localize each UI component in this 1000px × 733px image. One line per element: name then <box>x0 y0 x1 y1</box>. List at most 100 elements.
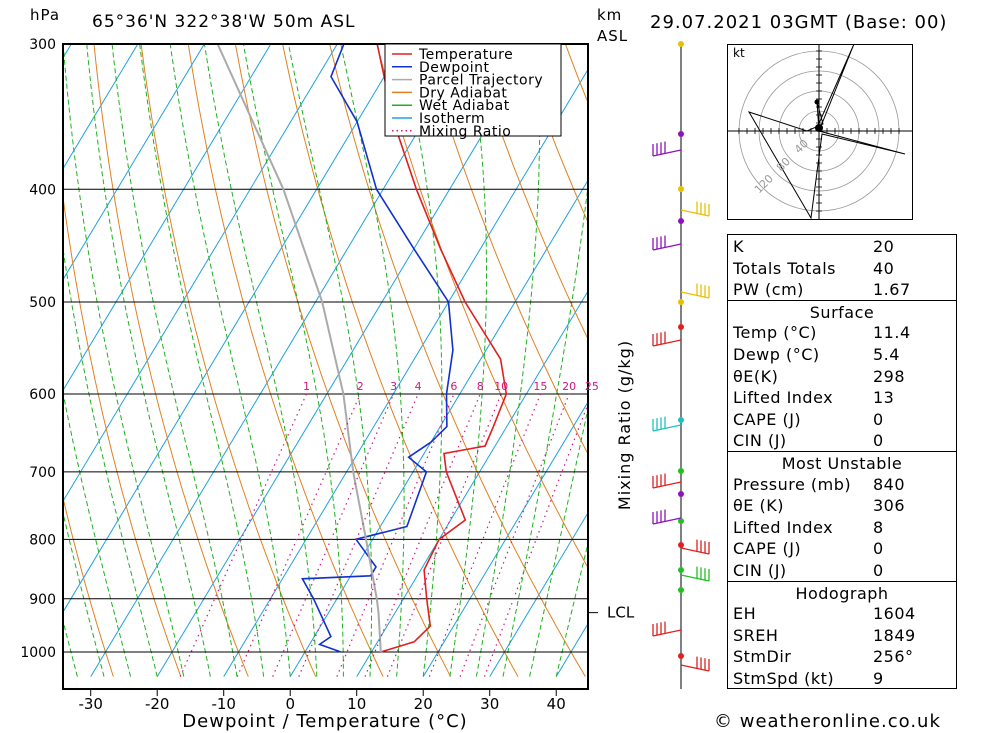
pressure-tick-label: 500 <box>29 295 56 311</box>
pressure-tick-label: 900 <box>29 592 56 608</box>
dry-adiabat-line <box>63 496 114 677</box>
wind-barb <box>680 291 710 299</box>
surface-indices: Temp (°C) 11.4 Dewp (°C) 5.4 θE(K) 298 Lifted … <box>728 321 956 451</box>
index-value: 840 <box>873 474 906 494</box>
isotherm-line <box>289 179 588 677</box>
index-label: CIN (J) <box>733 560 787 580</box>
index-value: 306 <box>873 496 906 516</box>
wind-barb <box>652 629 682 637</box>
index-label: K <box>733 237 744 256</box>
legend-entry: Dry Adiabat <box>419 85 507 101</box>
wet-adiabat-line <box>340 44 405 677</box>
wind-barb <box>652 481 682 489</box>
index-label: Totals Totals <box>733 258 836 278</box>
mixing-ratio-label: 8 <box>477 380 484 393</box>
mixing-ratio-line <box>272 393 395 677</box>
index-label: EH <box>733 604 757 624</box>
index-value: 298 <box>873 366 906 386</box>
dry-adiabat-line <box>63 193 182 677</box>
wet-adiabat-line <box>0 27 51 677</box>
x-tick-label: -30 <box>78 695 103 713</box>
index-label: CAPE (J) <box>733 409 802 429</box>
pressure-unit-label: hPa <box>30 6 61 24</box>
wet-adiabat-line <box>63 245 158 677</box>
mixing-ratio-axis-title: Mixing Ratio (g/kg) <box>615 340 634 510</box>
index-label: Lifted Index <box>733 517 834 537</box>
wind-barb <box>680 574 710 582</box>
index-value: 1.67 <box>873 280 911 300</box>
isotherm-line <box>223 68 588 677</box>
mixing-ratio-label: 15 <box>533 380 547 393</box>
index-value: 0 <box>873 560 884 580</box>
index-row: EH 1604 <box>728 602 956 624</box>
index-label: Temp (°C) <box>733 323 817 343</box>
index-label: StmSpd (kt) <box>733 668 835 688</box>
x-tick-label: 10 <box>347 695 366 713</box>
wet-adiabat-line <box>111 44 238 677</box>
temperature-curve <box>376 44 508 653</box>
wet-adiabat-line <box>502 182 588 677</box>
index-value: 0 <box>873 409 884 429</box>
index-value: 20 <box>873 237 895 256</box>
hodograph-unit-label: kt <box>733 46 745 60</box>
isotherm-line <box>63 44 272 392</box>
mixing-ratio-label: 1 <box>303 380 310 393</box>
wind-level-dot <box>678 491 684 497</box>
wind-level-dot <box>678 518 684 524</box>
wind-barb <box>680 209 710 217</box>
credit-footer: © weatheronline.co.uk <box>714 711 941 732</box>
dry-adiabat-line <box>376 44 588 569</box>
index-value: 256° <box>873 647 914 667</box>
index-value: 8 <box>873 517 884 537</box>
index-value: 0 <box>873 431 884 451</box>
wet-adiabat-line <box>287 44 373 677</box>
wet-adiabat-line <box>529 405 588 677</box>
index-row: Pressure (mb) 840 <box>728 473 956 495</box>
wet-adiabat-line <box>0 27 24 677</box>
hodograph-header: Hodograph <box>728 580 956 603</box>
wind-level-dot <box>678 567 684 573</box>
mixing-ratio-label: 3 <box>390 380 397 393</box>
index-label: StmDir <box>733 647 792 667</box>
x-tick-label: -20 <box>145 695 170 713</box>
pressure-tick-label: 1000 <box>20 645 56 661</box>
most-unstable-header: Most Unstable <box>728 450 956 473</box>
pressure-tick-label: 400 <box>29 182 56 198</box>
index-value: 1849 <box>873 625 916 645</box>
x-tick-label: 0 <box>285 695 295 713</box>
index-row: StmDir 256° <box>728 645 956 667</box>
pressure-tick-label: 800 <box>29 532 56 548</box>
index-value: 1604 <box>873 604 916 624</box>
index-row: CAPE (J) 0 <box>728 408 956 430</box>
index-value: 5.4 <box>873 344 900 364</box>
x-tick-label: 20 <box>414 695 433 713</box>
wet-adiabat-line <box>63 510 105 677</box>
wind-level-dot <box>678 417 684 423</box>
index-row: Lifted Index 8 <box>728 516 956 538</box>
wind-level-dot <box>678 299 684 305</box>
wet-adiabat-line <box>169 44 291 677</box>
dry-adiabat-line <box>329 44 586 677</box>
indices-table: K 20 Totals Totals 40 PW (cm) 1.67 Surface Te… <box>727 234 957 690</box>
dewpoint-curve <box>301 44 454 653</box>
wet-adiabat-line <box>63 618 78 677</box>
basic-indices: K 20 Totals Totals 40 PW (cm) 1.67 <box>728 235 956 300</box>
wet-adiabat-line <box>63 390 132 677</box>
dry-adiabat-line <box>140 44 317 677</box>
pressure-tick-label: 300 <box>29 37 56 53</box>
wind-barb <box>652 424 682 432</box>
wet-adiabat-line <box>203 44 318 677</box>
wind-level-dot <box>678 468 684 474</box>
index-label: Pressure (mb) <box>733 474 852 494</box>
x-tick-label: 30 <box>480 695 499 713</box>
isotherm-line <box>356 290 588 677</box>
mixing-ratio-label: 4 <box>415 380 422 393</box>
dry-adiabat-line <box>93 44 249 677</box>
mixing-ratio-label: 10 <box>494 380 508 393</box>
index-row: θE(K) 298 <box>728 365 956 387</box>
index-value: 40 <box>873 258 895 278</box>
wet-adiabat-line <box>449 44 487 677</box>
dry-adiabat-line <box>517 44 588 224</box>
